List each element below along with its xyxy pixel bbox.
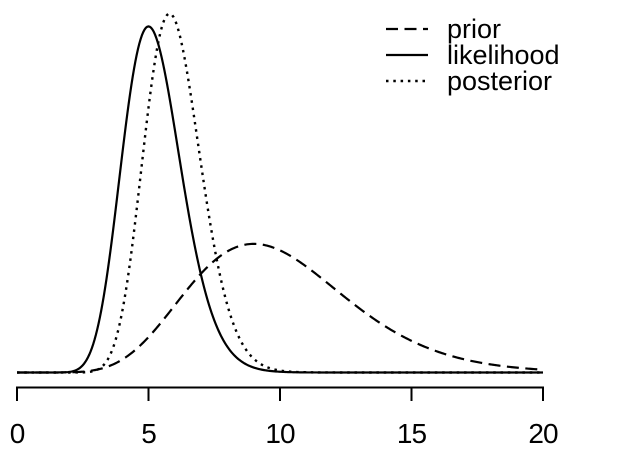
legend-label-prior: prior [447,14,502,44]
legend-label-posterior: posterior [447,66,553,96]
x-tick-label-0: 0 [9,418,26,449]
likelihood-line-sample-icon [386,53,428,57]
posterior-line-sample-icon [386,79,428,83]
x-tick-label-10: 10 [265,418,295,449]
likelihood-curve [17,25,543,374]
x-tick-label-15: 15 [396,418,427,449]
legend-item-likelihood: likelihood [385,40,560,70]
x-tick-label-5: 5 [141,418,157,449]
x-tick-label-20: 20 [528,418,558,449]
legend-label-likelihood: likelihood [447,40,560,70]
legend-item-posterior: posterior [385,66,560,96]
prior-line-sample-icon [386,27,428,31]
legend-item-prior: prior [385,14,560,44]
prior-curve [17,242,544,374]
legend: prior likelihood posterior [385,14,560,96]
